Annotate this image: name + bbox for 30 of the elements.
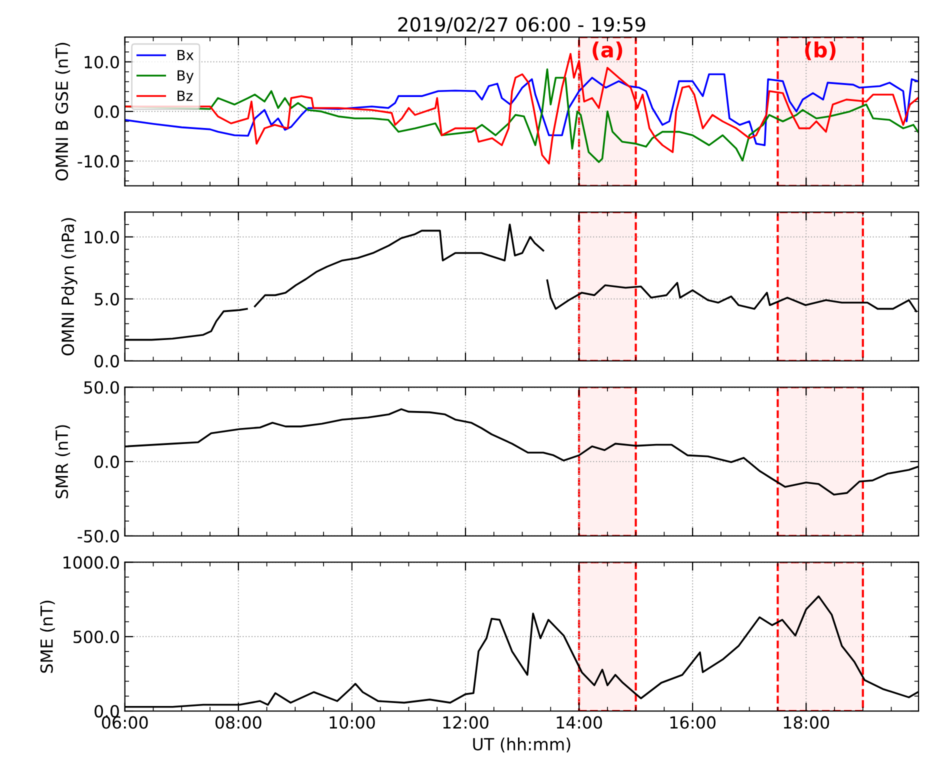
legend-label: Bz bbox=[178, 90, 192, 101]
y-tick-label: 5.0 bbox=[94, 292, 119, 306]
x-tick-label: 10:00 bbox=[330, 716, 375, 729]
x-tick-label: 06:00 bbox=[102, 716, 148, 729]
x-tick-label: 08:00 bbox=[216, 716, 262, 729]
x-tick-label: 12:00 bbox=[443, 716, 488, 729]
y-axis-title: SMR (nT) bbox=[55, 425, 70, 498]
y-tick-label: 10.0 bbox=[84, 56, 119, 68]
legend-label: Bx bbox=[178, 50, 194, 60]
y-tick-label: 1000.0 bbox=[64, 556, 119, 569]
x-tick-label: 18:00 bbox=[784, 716, 830, 729]
x-tick-label: 16:00 bbox=[670, 716, 716, 729]
x-tick-label: 14:00 bbox=[556, 716, 602, 729]
chart-title: 2019/02/27 06:00 - 19:59 bbox=[398, 17, 646, 34]
y-axis-title: OMNI Pdyn (nPa) bbox=[61, 218, 78, 356]
y-tick-label: 10.0 bbox=[84, 230, 119, 244]
band-label: (b) bbox=[805, 42, 836, 60]
y-tick-label: 0.0 bbox=[94, 456, 119, 468]
y-tick-label: 0.0 bbox=[94, 704, 119, 718]
y-tick-label: 0.0 bbox=[94, 354, 119, 368]
y-tick-label: 50.0 bbox=[84, 381, 119, 394]
legend-label: By bbox=[178, 70, 194, 84]
band-label: (a) bbox=[592, 42, 622, 60]
y-tick-label: -50.0 bbox=[78, 530, 119, 543]
y-axis-title: SME (nT) bbox=[40, 600, 55, 673]
y-tick-label: -10.0 bbox=[78, 155, 119, 168]
y-axis-title: OMNI B GSE (nT) bbox=[55, 42, 70, 181]
x-axis-title: UT (hh:mm) bbox=[473, 738, 570, 752]
y-tick-label: 500.0 bbox=[74, 630, 119, 644]
y-tick-label: 0.0 bbox=[94, 105, 119, 118]
